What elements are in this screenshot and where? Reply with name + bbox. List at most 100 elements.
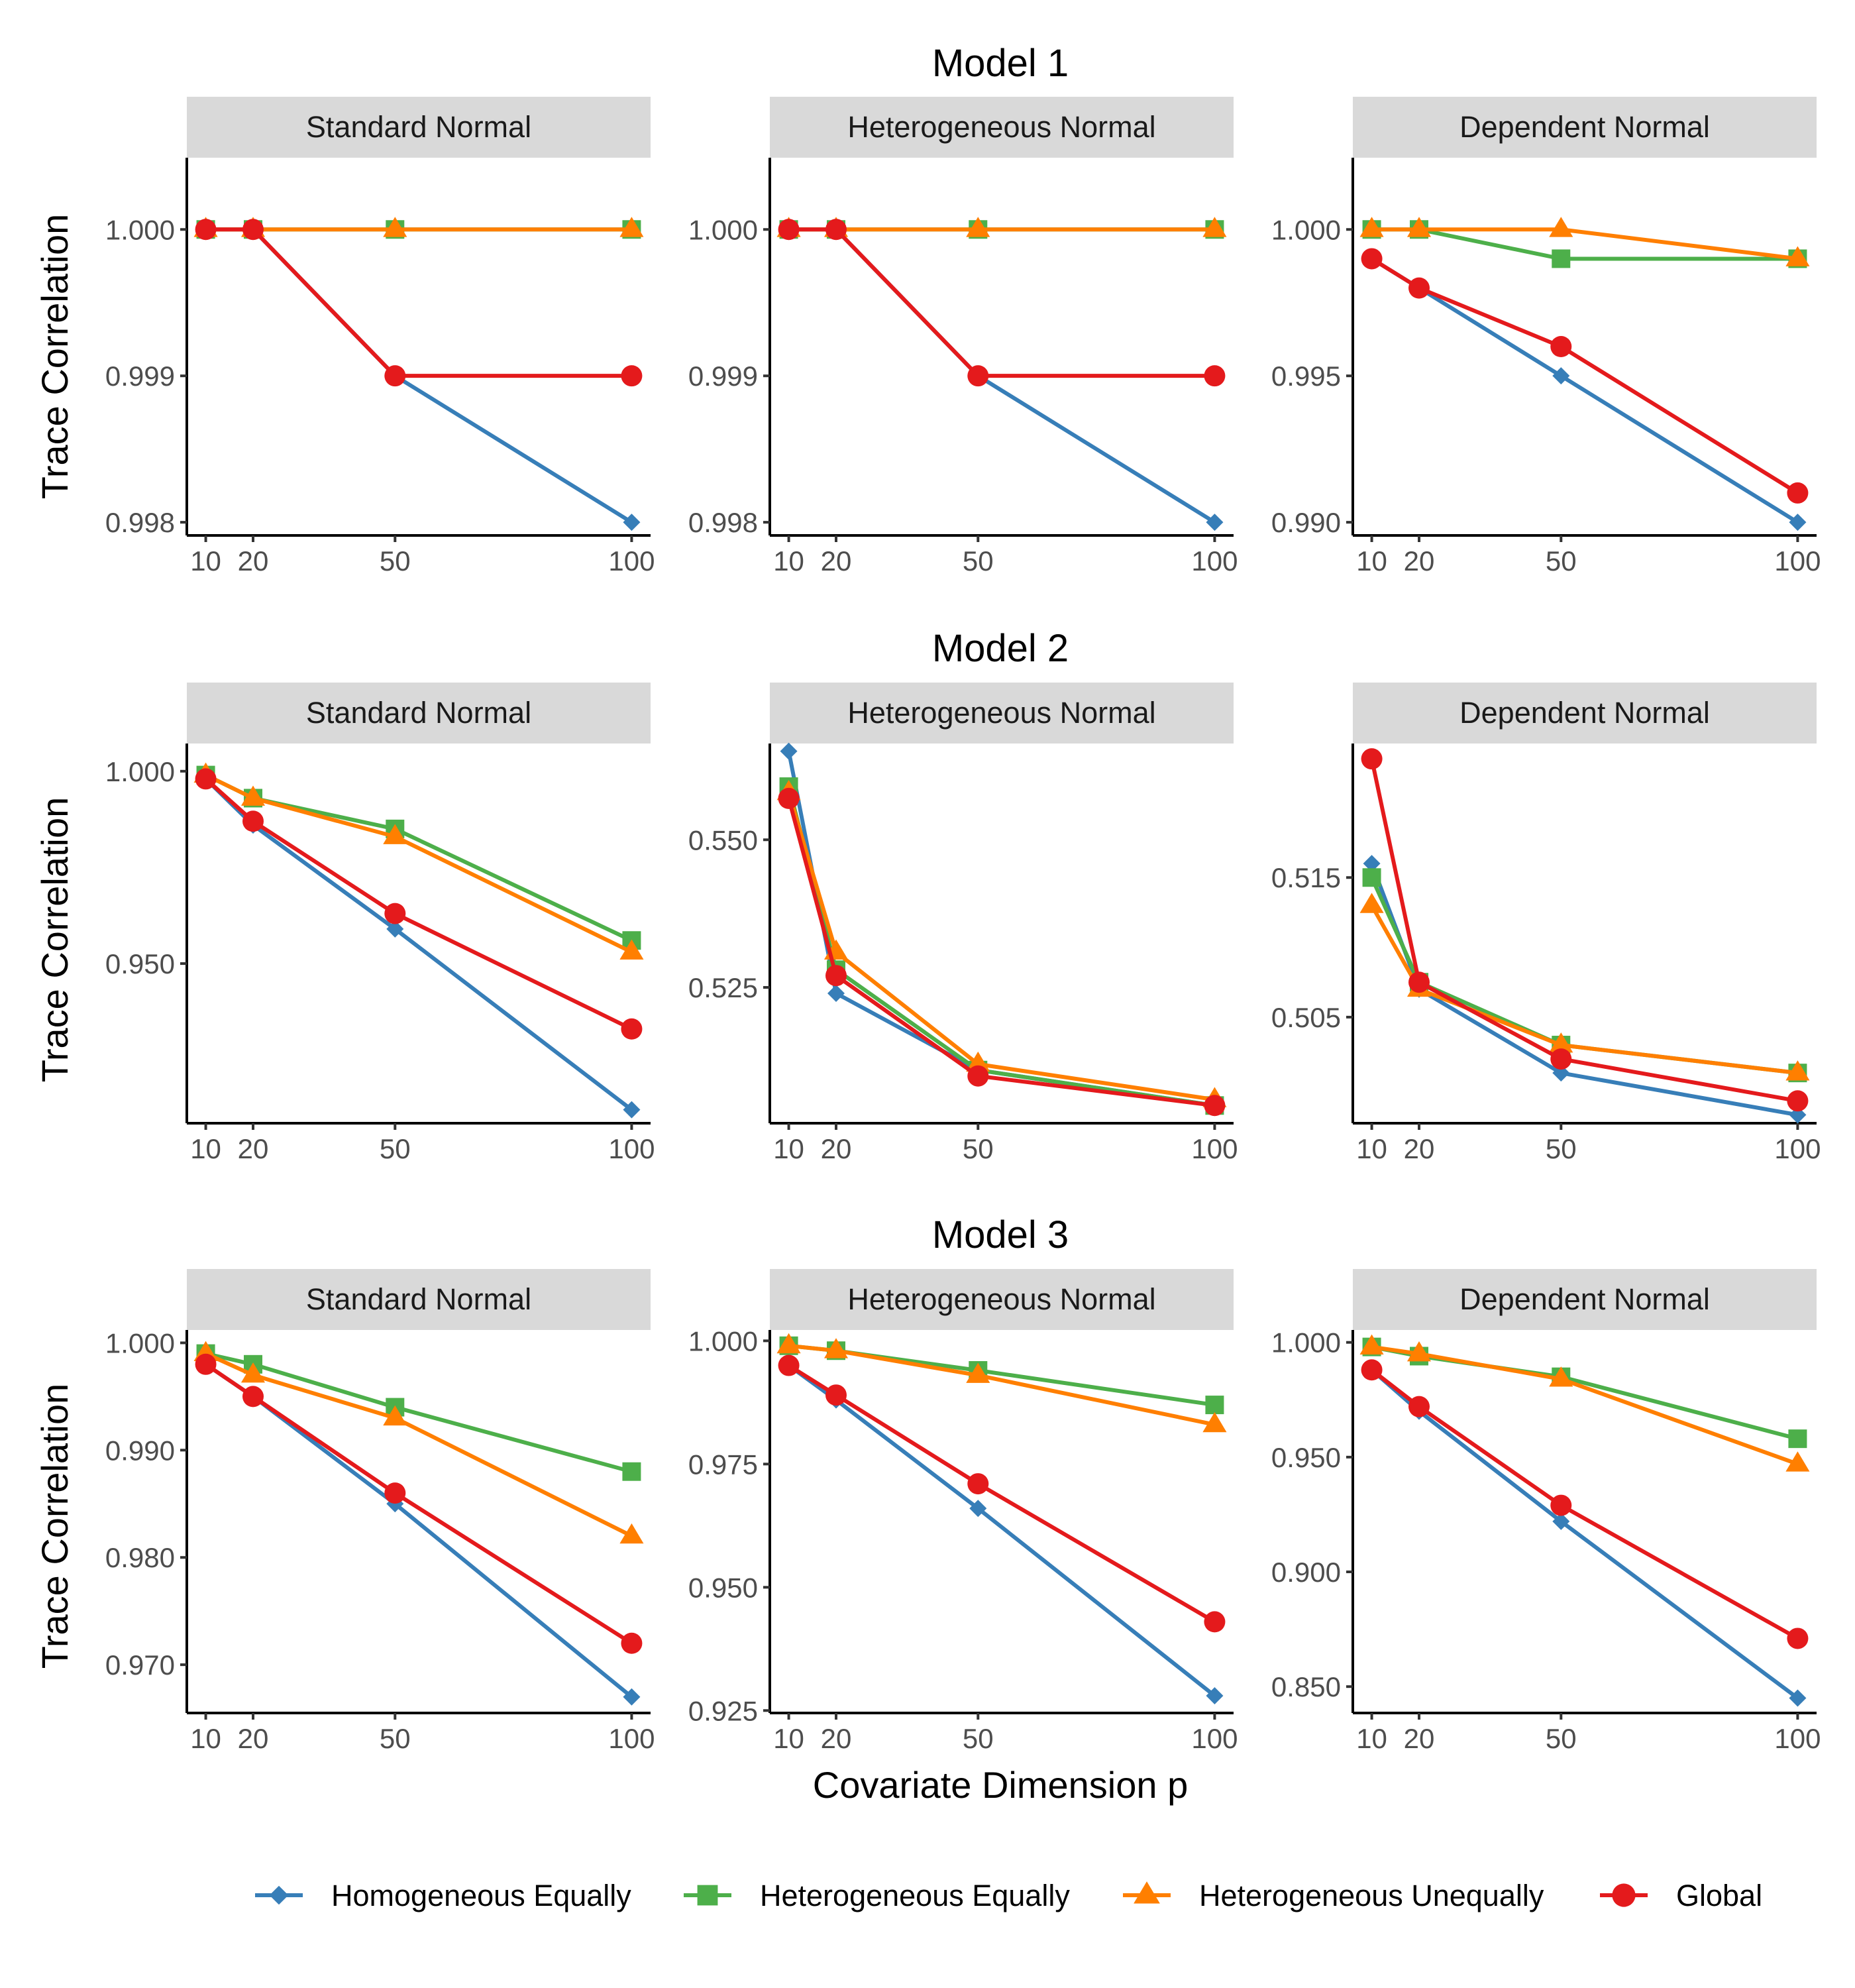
facet-strip-label: Standard Normal: [306, 696, 531, 730]
panel-model-3-standard-normal: Standard Normal 0.970 0.980 0.990 1.000 10 20 5…: [105, 1269, 655, 1754]
x-tick-label: 50: [380, 545, 411, 577]
data-point-heterogeneous-equally: [1552, 249, 1571, 268]
x-tick-label: 100: [608, 545, 655, 577]
x-tick-label: 20: [1404, 1723, 1435, 1754]
data-point-global: [778, 787, 800, 809]
series-global: [778, 1354, 1226, 1633]
legend-label: Homogeneous Equally: [331, 1879, 631, 1912]
data-point-heterogeneous-unequally: [1359, 217, 1384, 237]
series-line-heterogeneous-unequally: [1369, 227, 1800, 261]
y-tick-label: 0.950: [1271, 1442, 1341, 1473]
facet-strip-label: Dependent Normal: [1459, 110, 1710, 144]
y-tick-label: 0.995: [1271, 360, 1341, 392]
y-tick-label: 1.000: [105, 1327, 175, 1358]
facet-strip-label: Dependent Normal: [1459, 1282, 1710, 1316]
data-point-heterogeneous-equally: [1362, 868, 1381, 887]
data-point-heterogeneous-unequally: [1359, 1334, 1384, 1355]
y-tick-label: 0.990: [1271, 507, 1341, 538]
data-point-homogeneous-equally: [623, 1101, 641, 1119]
x-tick-label: 100: [1191, 1723, 1238, 1754]
x-tick-label: 10: [1356, 1723, 1387, 1754]
series-heterogeneous-equally: [1362, 220, 1807, 268]
facet-strip-label: Heterogeneous Normal: [847, 110, 1155, 144]
facet-strip-label: Heterogeneous Normal: [847, 1282, 1155, 1316]
series-line-global: [203, 227, 634, 378]
data-point-heterogeneous-unequally: [240, 785, 266, 806]
series-global: [1361, 248, 1809, 504]
panel-model-2-standard-normal: Standard Normal 0.950 1.000 10 20 50 100: [105, 683, 655, 1164]
data-point-global: [242, 1386, 264, 1408]
facet-strip-label: Heterogeneous Normal: [847, 696, 1155, 730]
series-line-global: [1369, 256, 1800, 495]
series-homogeneous-equally: [197, 770, 641, 1119]
y-tick-label: 0.925: [688, 1695, 758, 1726]
legend-label: Heterogeneous Equally: [760, 1879, 1070, 1912]
y-tick-label: 1.000: [1271, 214, 1341, 245]
panel-model-2-dependent-normal: Dependent Normal 0.505 0.515 10 20 50 100: [1271, 683, 1821, 1164]
data-point-global: [1204, 1611, 1226, 1633]
data-point-homogeneous-equally: [1206, 1686, 1224, 1704]
series-line-global: [786, 227, 1217, 378]
legend-label: Heterogeneous Unequally: [1199, 1879, 1544, 1912]
data-point-homogeneous-equally: [1363, 855, 1381, 873]
data-point-heterogeneous-unequally: [1202, 217, 1227, 237]
data-point-global: [1361, 248, 1383, 270]
x-tick-label: 20: [1404, 1133, 1435, 1164]
y-tick-label: 0.525: [688, 972, 758, 1003]
legend-label: Global: [1676, 1879, 1762, 1912]
y-axis-label-model-2: Trace Correlation: [34, 797, 76, 1083]
x-tick-label: 50: [963, 1133, 994, 1164]
data-point-homogeneous-equally: [969, 1500, 987, 1518]
panel-model-1-heterogeneous-normal: Heterogeneous Normal 0.998 0.999 1.000 10 20 5…: [688, 97, 1238, 577]
data-point-homogeneous-equally: [1789, 514, 1807, 531]
series-line-global: [203, 777, 634, 1031]
data-point-heterogeneous-unequally: [1202, 1411, 1227, 1433]
data-point-global: [1408, 1396, 1430, 1417]
facet-strip: [1353, 97, 1817, 158]
data-point-heterogeneous-unequally: [1785, 1060, 1810, 1081]
data-point-heterogeneous-unequally: [1406, 1341, 1432, 1362]
y-axis-label-model-3: Trace Correlation: [34, 1384, 76, 1669]
data-point-global: [825, 965, 847, 987]
data-point-global: [1550, 1494, 1572, 1516]
data-point-homogeneous-equally: [386, 920, 404, 938]
data-point-global: [621, 1632, 643, 1654]
data-point-homogeneous-equally: [1206, 514, 1224, 531]
data-point-global: [1408, 277, 1430, 299]
facet-strip: [770, 683, 1234, 744]
data-point-global: [825, 219, 847, 241]
data-point-heterogeneous-unequally: [1406, 217, 1432, 237]
legend-item-heterogeneous-unequally: Heterogeneous Unequally: [1123, 1879, 1544, 1912]
legend-item-heterogeneous-equally: Heterogeneous Equally: [684, 1879, 1070, 1912]
data-point-homogeneous-equally: [827, 984, 845, 1002]
series-global: [195, 768, 643, 1040]
series-global: [195, 1353, 643, 1654]
x-tick-label: 20: [821, 1133, 852, 1164]
data-point-global: [825, 1384, 847, 1406]
series-line-heterogeneous-equally: [1369, 875, 1800, 1076]
data-point-global: [967, 1473, 989, 1495]
y-axis-label-model-1: Trace Correlation: [34, 214, 76, 500]
series-homogeneous-equally: [780, 742, 1224, 1115]
data-point-homogeneous-equally: [780, 742, 798, 760]
x-tick-label: 100: [608, 1133, 655, 1164]
model-title-3: Model 3: [932, 1213, 1069, 1256]
y-tick-label: 1.000: [688, 1325, 758, 1356]
data-point-global: [967, 365, 989, 387]
x-tick-label: 10: [773, 1723, 804, 1754]
series-heterogeneous-equally: [779, 777, 1224, 1115]
series-global: [1361, 1359, 1809, 1649]
x-tick-label: 20: [821, 545, 852, 577]
x-tick-label: 100: [608, 1723, 655, 1754]
series-line-global: [786, 796, 1217, 1108]
data-point-global: [621, 365, 643, 387]
facet-strip: [770, 1269, 1234, 1330]
x-tick-label: 10: [190, 545, 221, 577]
panel-model-3-dependent-normal: Dependent Normal 0.850 0.900 0.950 1.000 10 20…: [1271, 1269, 1821, 1754]
legend-circle-icon: [1612, 1883, 1636, 1907]
y-tick-label: 0.999: [688, 360, 758, 392]
data-point-global: [1361, 748, 1383, 770]
x-axis-label: Covariate Dimension p: [813, 1764, 1188, 1806]
data-point-global: [384, 903, 406, 924]
facet-strip-label: Standard Normal: [306, 110, 531, 144]
